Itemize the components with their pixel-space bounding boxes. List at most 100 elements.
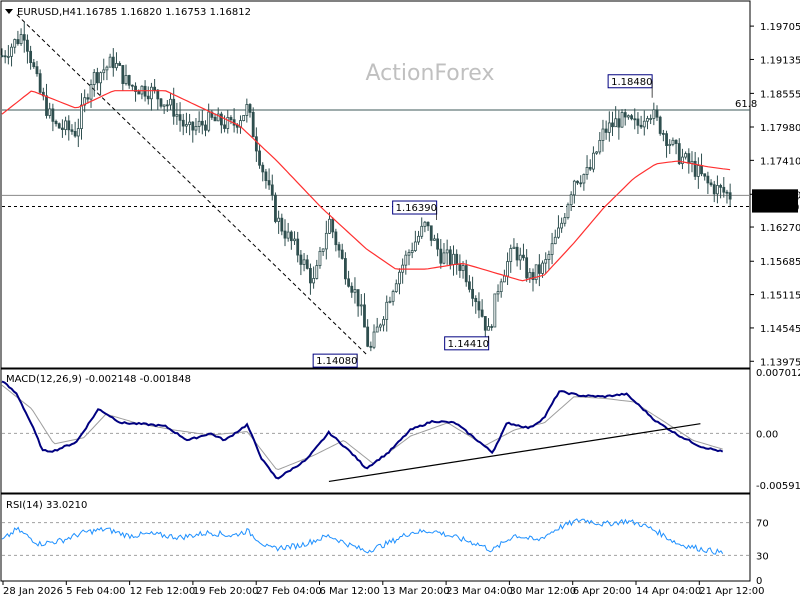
candle-body [162,104,166,107]
candle-body [448,249,452,265]
level-tag-current: 1.16812 [758,191,799,202]
candle-body [582,174,586,184]
ma-line [1,90,731,282]
candle-body [219,113,223,126]
candle-body [32,62,36,68]
candle-body [528,272,532,279]
candle-body [48,108,52,116]
candle-body [436,238,440,250]
price-label-1.14080: 1.14080 [316,356,357,367]
price-tick-label: 1.17410 [760,156,800,167]
candle-body [102,69,106,74]
macd-signal-line [1,384,723,471]
candle-body [604,128,608,133]
price-tick-label: 1.14545 [760,324,800,335]
candle-body [569,194,573,206]
candle-body [22,34,26,41]
time-tick-label: 30 Mar 12:00 [509,586,576,597]
level-tag-bg [752,200,798,213]
candle-body [340,249,344,259]
candle-body [658,116,662,134]
candle-body [522,254,525,259]
candle-body [324,232,328,250]
rsi-tick-label: 30 [756,551,769,562]
price-tick-label: 1.17980 [760,123,800,134]
candle-body [560,222,564,229]
candle-body [557,227,560,238]
candle-body [159,98,163,107]
candle-body [89,84,93,100]
candle-body [67,120,71,131]
candle-body [391,291,395,302]
candle-body [16,39,20,45]
candle-body [363,304,366,328]
rsi-main-line [1,518,724,555]
candle-body [283,230,287,239]
candle-body [309,268,312,284]
candle-body [496,291,500,295]
candle-body [722,186,726,193]
macd-tick-label: 0.007012 [756,368,800,379]
candle-body [80,104,83,129]
time-tick-label: 27 Feb 04:00 [256,586,322,597]
candle-body [277,217,281,222]
candle-body [337,244,341,251]
macd-tick-label: 0.00 [756,429,778,440]
candle-body [165,104,169,107]
candle-body [684,153,688,158]
candle-body [388,300,392,303]
candle-body [347,278,350,287]
candle-body [115,63,118,69]
candle-body [318,250,322,266]
candle-body [461,265,465,271]
candle-body [204,124,207,131]
candle-body [661,133,665,135]
candle-body [394,283,398,292]
candle-body [92,72,96,85]
candle-body [458,264,462,271]
candle-body [181,119,185,127]
candle-body [712,184,716,195]
candle-body [576,180,579,184]
candle-body [156,89,160,100]
candle-body [150,86,153,100]
candle-body [502,275,506,283]
candle-body [652,109,656,119]
macd-panel-frame [0,368,751,494]
candle-body [134,85,137,92]
candle-body [706,175,710,184]
candle-body [585,167,589,175]
menu-arrow-icon[interactable] [5,9,13,14]
candle-body [464,265,468,283]
candle-body [410,250,414,253]
macd-lines [1,380,750,483]
candle-body [369,345,373,348]
candle-body [105,66,109,71]
candle-body [611,122,614,128]
candle-body [423,221,427,227]
macd-trendline [328,423,701,483]
candle-body [725,191,729,194]
candle-body [127,75,131,86]
candle-body [442,252,446,264]
candle-body [506,261,509,277]
candle-body [601,128,605,141]
candle-body [534,264,538,280]
level-tag-bg [752,189,798,202]
candle-body [553,236,557,245]
price-label-box [444,336,490,351]
rsi-panel-frame [0,493,751,582]
candle-body [26,39,29,52]
price-tick-label: 1.18555 [760,89,800,100]
candle-body [668,143,672,146]
candle-body [407,252,411,256]
candle-body [264,171,268,181]
price-label-1.14410: 1.14410 [448,339,489,350]
candle-body [455,253,459,265]
candle-body [588,167,592,170]
candle-body [544,259,548,264]
candle-body [10,46,13,57]
candle-body [655,109,659,118]
candle-body [64,120,67,130]
